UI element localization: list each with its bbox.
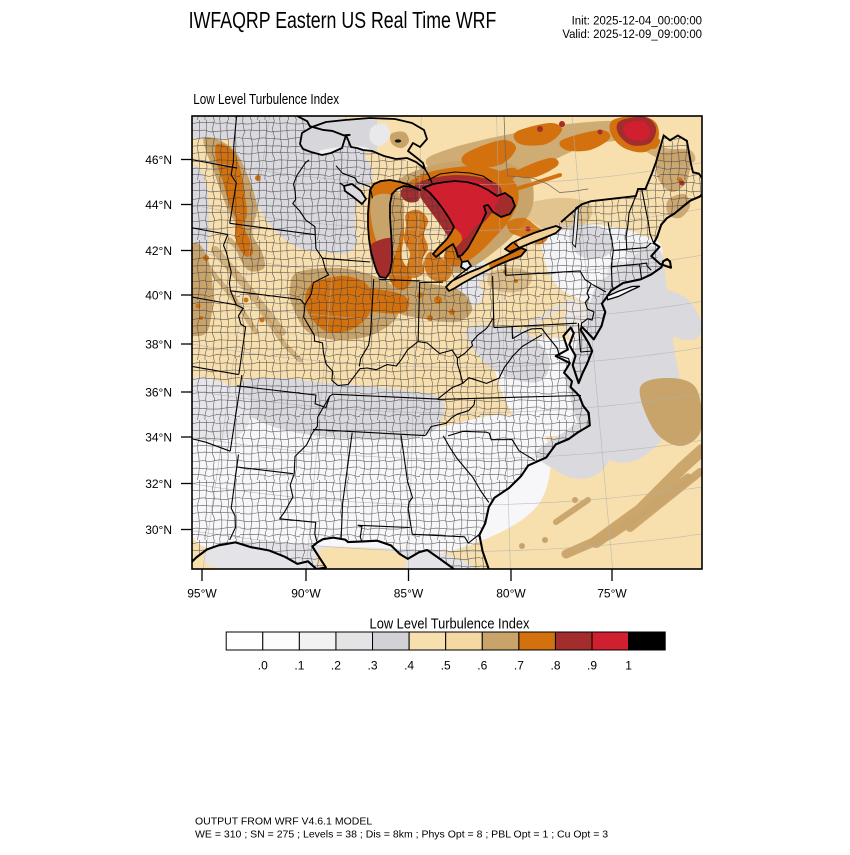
svg-text:.0: .0 <box>258 659 268 673</box>
svg-text:46°N: 46°N <box>145 153 172 167</box>
svg-text:.6: .6 <box>477 659 487 673</box>
svg-text:1: 1 <box>625 659 632 673</box>
svg-text:38°N: 38°N <box>145 337 172 351</box>
svg-text:.9: .9 <box>587 659 597 673</box>
svg-text:OUTPUT FROM WRF V4.6.1 MODEL: OUTPUT FROM WRF V4.6.1 MODEL <box>195 816 372 828</box>
svg-text:75°W: 75°W <box>597 587 627 601</box>
svg-text:80°W: 80°W <box>496 587 526 601</box>
svg-text:Low Level Turbulence Index: Low Level Turbulence Index <box>193 91 339 107</box>
svg-text:.5: .5 <box>441 659 451 673</box>
svg-text:.8: .8 <box>550 659 560 673</box>
svg-text:.3: .3 <box>367 659 377 673</box>
svg-text:34°N: 34°N <box>145 430 172 444</box>
svg-text:WE = 310 ; SN = 275 ; Levels =: WE = 310 ; SN = 275 ; Levels = 38 ; Dis … <box>195 829 608 841</box>
svg-text:90°W: 90°W <box>291 587 321 601</box>
svg-text:.2: .2 <box>331 659 341 673</box>
svg-text:IWFAQRP Eastern US Real Time W: IWFAQRP Eastern US Real Time WRF <box>189 7 497 33</box>
svg-text:Valid: 2025-12-09_09:00:00: Valid: 2025-12-09_09:00:00 <box>562 28 702 41</box>
svg-text:95°W: 95°W <box>187 587 217 601</box>
svg-text:30°N: 30°N <box>145 523 172 537</box>
svg-text:42°N: 42°N <box>145 244 172 258</box>
svg-text:.7: .7 <box>514 659 524 673</box>
svg-text:40°N: 40°N <box>145 288 172 302</box>
svg-text:Low Level Turbulence Index: Low Level Turbulence Index <box>370 616 530 632</box>
svg-text:85°W: 85°W <box>394 587 424 601</box>
svg-text:32°N: 32°N <box>145 477 172 491</box>
svg-text:.4: .4 <box>404 659 414 673</box>
svg-text:.1: .1 <box>294 659 304 673</box>
svg-text:36°N: 36°N <box>145 385 172 399</box>
svg-text:44°N: 44°N <box>145 198 172 212</box>
svg-text:Init: 2025-12-04_00:00:00: Init: 2025-12-04_00:00:00 <box>572 14 703 27</box>
